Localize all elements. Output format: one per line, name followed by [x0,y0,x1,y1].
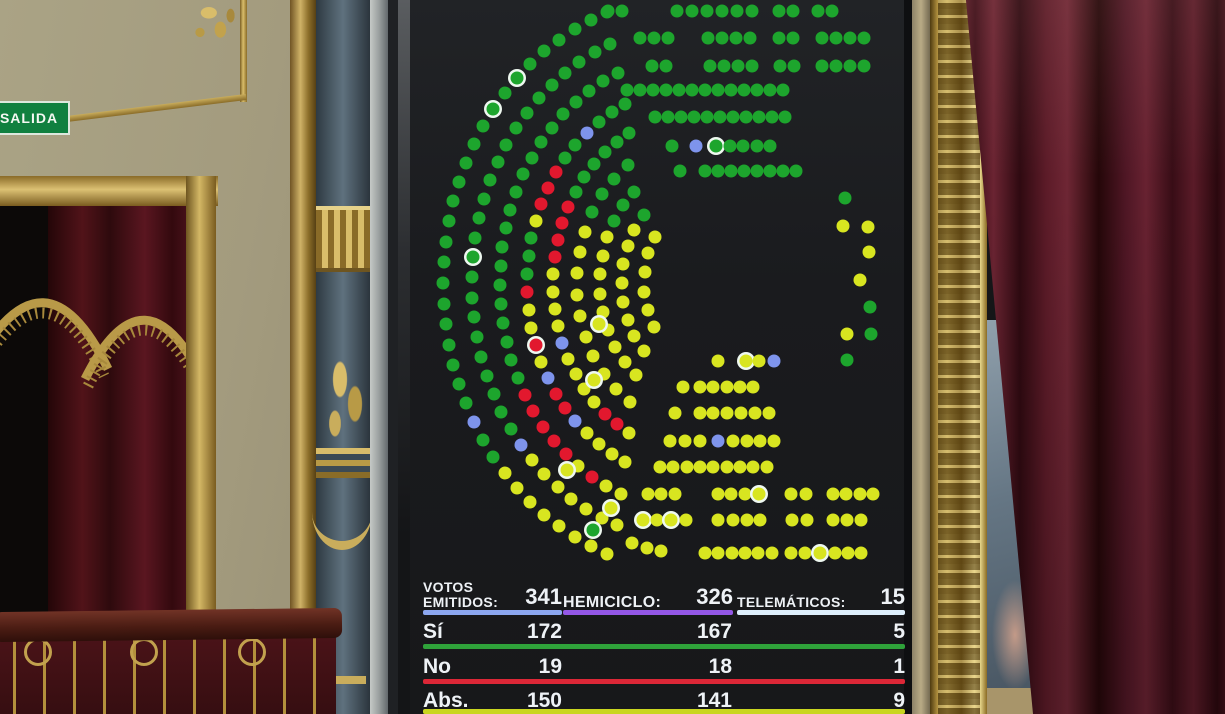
row-label: No [423,655,451,678]
hemiciclo-label: HEMICICLO: [563,594,662,611]
table-row-abs: Abs. 150 141 9 [423,689,905,712]
frame-edge-strip [912,0,930,714]
emitidos-label: VOTOS EMITIDOS: [423,579,499,610]
row-total: 150 [526,689,562,712]
underline-telematicos [737,610,905,615]
display-left-bezel [398,0,410,714]
row-hemiciclo: 18 [708,655,732,678]
row-label: Sí [423,620,443,643]
row-telematicos: 1 [893,655,905,678]
underline-emitidos [423,610,562,615]
telematicos-header-cell: TELEMÁTICOS: 15 [737,564,905,610]
railing-scroll-ornament [130,638,158,666]
row-telematicos: 9 [893,689,905,712]
row-hemiciclo: 141 [696,689,732,712]
column-base-gold-trim [322,676,366,684]
table-row-no: No 19 18 1 [423,655,905,678]
emitidos-header-cell: VOTOS EMITIDOS: 341 [423,564,562,610]
telematicos-total: 15 [880,584,905,609]
underline-hemiciclo [563,610,733,615]
gold-lion-ornament [183,0,251,52]
door-gold-lintel [0,176,218,206]
light-gray-pilaster [370,0,388,714]
table-row-si: Sí 172 167 5 [423,620,905,643]
hemiciclo-total: 326 [696,584,733,609]
gold-fringe-arches [0,298,186,389]
railing-scroll-ornament [24,638,52,666]
gold-iron-railing [0,636,336,714]
vote-results-table: VOTOS EMITIDOS: 341 HEMICICLO: 326 TELEM… [418,560,910,714]
salida-sign-label: SALIDA [0,110,59,126]
row-underline-0 [423,644,905,649]
row-telematicos: 5 [893,620,905,643]
column-gold-leaf-ornament [320,350,370,448]
row-hemiciclo: 167 [696,620,732,643]
telematicos-label: TELEMÁTICOS: [737,594,846,610]
hemiciclo-header-cell: HEMICICLO: 326 [563,564,733,611]
row-total: 172 [526,620,562,643]
shadow-gap [388,0,400,714]
emitidos-total: 341 [525,584,562,609]
row-label: Abs. [423,689,469,712]
railing-scroll-ornament [238,638,266,666]
row-underline-2 [423,709,905,714]
column-gold-capital [316,206,370,272]
row-total: 19 [538,655,562,678]
row-underline-1 [423,679,905,684]
column-gold-garland [312,474,372,550]
gold-pilaster [290,0,316,662]
painting-frame-base [987,688,1039,714]
wooden-handrail [0,607,343,643]
display-right-bezel [904,0,914,714]
salida-exit-sign: SALIDA [0,101,70,135]
column-gold-rings [316,448,370,478]
